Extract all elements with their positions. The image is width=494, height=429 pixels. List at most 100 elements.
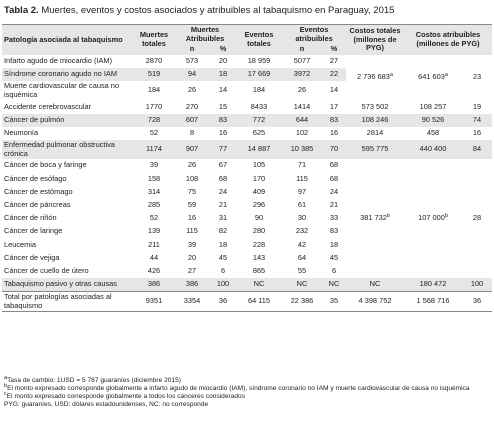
cell: 228 — [252, 239, 266, 249]
table-body: Infarto agudo de miocardio (IAM) 2870 573 2… — [2, 55, 492, 313]
table-row: Enfermedad pulmonar obstructiva crónica 1… — [2, 139, 492, 160]
cell: 108 — [185, 173, 199, 183]
cell: 27 — [329, 56, 339, 66]
cell: 8433 — [250, 101, 268, 111]
cell: 59 — [187, 199, 197, 209]
footnote: cEl monto expresado corresponde globalme… — [4, 391, 490, 401]
table-row: Tabaquismo pasivo y otras causas 386 386 10… — [2, 277, 492, 292]
cell: 102 — [295, 128, 309, 138]
cost-cell: 573 502 — [361, 101, 389, 111]
cell: 10 385 — [282, 139, 322, 160]
cell: 170 — [252, 173, 266, 183]
row-label: Cáncer de riñón — [4, 213, 57, 223]
cell: 139 — [147, 226, 161, 236]
cell: 14 — [218, 85, 228, 95]
cell: 20 — [187, 252, 197, 262]
cell: 68 — [329, 160, 339, 170]
cell: 68 — [218, 173, 228, 183]
cell: 6 — [331, 265, 337, 275]
row-label: Cáncer de pulmón — [2, 113, 134, 127]
table-head: Patología asociada al tabaquismo Muertes … — [2, 23, 492, 55]
cell: 52 — [149, 128, 159, 138]
cell: 83 — [329, 226, 339, 236]
cell: 17 669 — [236, 67, 282, 82]
cell: 77 — [210, 139, 236, 160]
cell: 105 — [252, 160, 266, 170]
header-cell: Costos atribuibles (millones de PYG) — [404, 23, 492, 55]
cell: 270 — [185, 101, 199, 111]
cell: 115 — [296, 173, 308, 183]
cell: 82 — [218, 226, 228, 236]
cell: 27 — [187, 265, 197, 275]
header-cell: Muertes totales — [134, 23, 174, 55]
cell: 75 — [187, 186, 197, 196]
cell: 184 — [147, 85, 161, 95]
cell: 35 — [322, 290, 346, 313]
cell: 36 — [210, 290, 236, 313]
cell: 285 — [147, 199, 161, 209]
cell: 865 — [252, 265, 266, 275]
header-cell: Muertes Atribuibles — [174, 24, 236, 45]
cell: 143 — [252, 252, 266, 262]
cell-text: 107 000 — [418, 213, 445, 223]
title-label: Tabla 2. — [4, 5, 39, 16]
cell: 1770 — [145, 101, 163, 111]
cell: 519 — [134, 67, 174, 82]
cell: 21 — [329, 199, 339, 209]
cell: 14 — [329, 85, 339, 95]
cell: 39 — [149, 160, 159, 170]
cell: 607 — [174, 113, 210, 127]
subheader-cell: n — [282, 44, 322, 55]
cell: 1174 — [134, 139, 174, 160]
table-row: Cáncer de riñón 52 16 31 90 30 33 — [2, 212, 492, 225]
footnote-symbol: a — [4, 375, 8, 381]
cost-cell: 458 — [426, 128, 440, 138]
subheader-cell: % — [210, 44, 236, 55]
cell: 16 — [187, 213, 197, 223]
row-label: Cáncer de vejiga — [4, 252, 60, 262]
subheader-cell: n — [174, 44, 210, 55]
cell: 907 — [174, 139, 210, 160]
subheader-cell: % — [322, 44, 346, 55]
row-label: Cáncer de esófago — [4, 173, 67, 183]
row-label: Muerte cardiovascular de causa no isquém… — [4, 81, 120, 99]
table-row: Cáncer de páncreas 285 59 21 296 61 21 — [2, 199, 492, 212]
cost-cell: 16 — [472, 128, 482, 138]
row-label: Cáncer de cuello de útero — [4, 265, 89, 275]
row-label: Síndrome coronario agudo no IAM — [2, 67, 134, 82]
cell: 83 — [210, 113, 236, 127]
cell: 22 386 — [282, 290, 322, 313]
cell: 26 — [187, 160, 197, 170]
cell: 64 — [297, 252, 307, 262]
cost-cell: 440 400 — [404, 139, 462, 160]
cell: NC — [236, 277, 282, 292]
table: Patología asociada al tabaquismo Muertes … — [2, 23, 492, 313]
cost-cell: 2814 — [366, 128, 384, 138]
cost-cell: 108 257 — [419, 101, 447, 111]
header-cell: Patología asociada al tabaquismo — [2, 23, 134, 55]
cell: 33 — [329, 213, 339, 223]
cell: 21 — [218, 199, 228, 209]
table-row: Total por patologías asociadas al tabaqu… — [2, 290, 492, 313]
cell: 67 — [218, 160, 228, 170]
cost-cell: 100 — [462, 277, 492, 292]
cell: 16 — [218, 128, 228, 138]
cell: 409 — [252, 186, 266, 196]
cell: 728 — [134, 113, 174, 127]
row-label: Enfermedad pulmonar obstructiva crónica — [2, 139, 134, 160]
cell: 386 — [134, 277, 174, 292]
table-row: Cáncer de estómago 314 75 24 409 97 24 — [2, 185, 492, 198]
cell: 573 — [185, 56, 199, 66]
header-cell: Costos totales (millones de PYG) — [346, 23, 404, 55]
footnote-symbol: b — [4, 383, 8, 389]
cell: 94 — [174, 67, 210, 82]
cost-cell: 107 000b — [404, 159, 462, 278]
cell: 15 — [218, 101, 228, 111]
cost-cell: 23 — [472, 72, 482, 82]
cell: 42 — [297, 239, 307, 249]
cell: NC — [322, 277, 346, 292]
cell: 9351 — [134, 290, 174, 313]
cell: 3354 — [174, 290, 210, 313]
cost-cell: 36 — [462, 290, 492, 313]
